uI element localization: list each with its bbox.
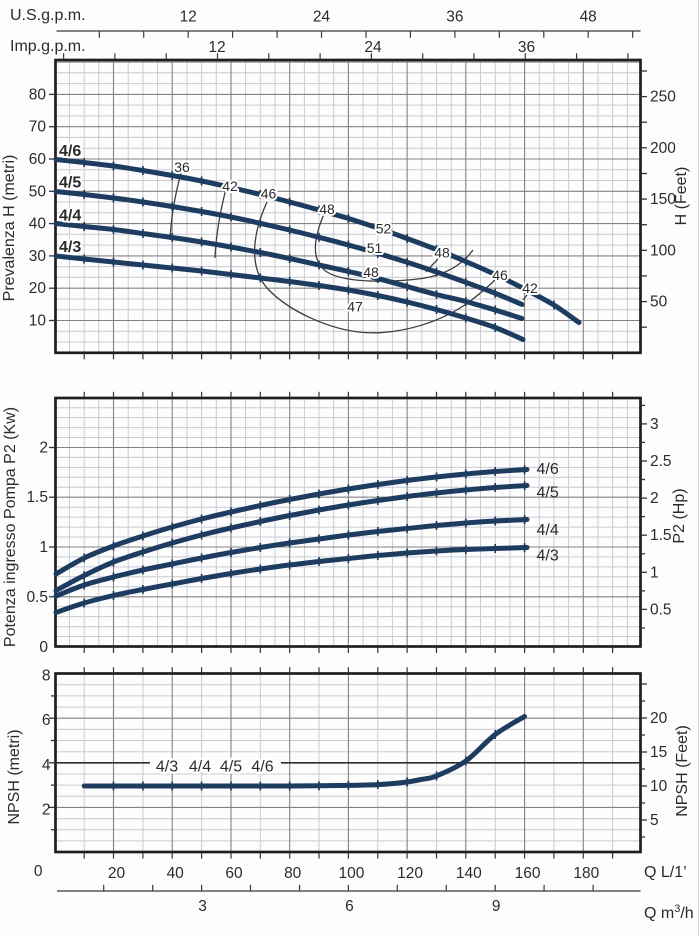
- svg-text:H (Feet): H (Feet): [673, 167, 690, 226]
- svg-text:150: 150: [650, 191, 676, 208]
- svg-text:4/5: 4/5: [59, 175, 81, 192]
- svg-text:1.5: 1.5: [650, 527, 672, 544]
- svg-text:Q L/1’: Q L/1’: [644, 864, 687, 881]
- svg-text:100: 100: [338, 865, 364, 882]
- svg-text:200: 200: [650, 140, 676, 157]
- svg-text:U.S.g.p.m.: U.S.g.p.m.: [10, 7, 86, 24]
- svg-text:36: 36: [518, 39, 535, 56]
- svg-text:4/4: 4/4: [59, 208, 81, 225]
- svg-text:160: 160: [515, 865, 541, 882]
- svg-text:6: 6: [42, 712, 51, 729]
- svg-text:0: 0: [39, 639, 48, 656]
- svg-text:20: 20: [650, 710, 668, 727]
- svg-text:4/5: 4/5: [220, 759, 242, 776]
- svg-text:4/3: 4/3: [156, 759, 178, 776]
- svg-text:250: 250: [650, 89, 676, 106]
- svg-text:60: 60: [29, 151, 47, 168]
- svg-text:0.5: 0.5: [26, 589, 48, 606]
- svg-text:4/4: 4/4: [189, 759, 211, 776]
- svg-text:12: 12: [208, 39, 225, 56]
- svg-text:15: 15: [650, 744, 667, 761]
- svg-text:8: 8: [42, 668, 51, 685]
- svg-text:4/6: 4/6: [537, 461, 559, 478]
- svg-text:2: 2: [39, 440, 48, 457]
- svg-text:3: 3: [198, 898, 207, 915]
- svg-text:4/6: 4/6: [251, 759, 273, 776]
- svg-text:10: 10: [650, 778, 668, 795]
- svg-text:9: 9: [492, 898, 501, 915]
- svg-text:48: 48: [434, 245, 450, 261]
- svg-text:40: 40: [29, 216, 47, 233]
- svg-text:Q m3/h: Q m3/h: [644, 903, 694, 922]
- svg-text:4/6: 4/6: [59, 143, 81, 160]
- svg-text:1.5: 1.5: [26, 489, 48, 506]
- svg-text:47: 47: [347, 299, 363, 315]
- svg-text:6: 6: [345, 898, 354, 915]
- svg-text:2: 2: [42, 801, 51, 818]
- svg-text:3: 3: [650, 416, 659, 433]
- svg-text:24: 24: [364, 39, 382, 56]
- svg-text:48: 48: [319, 201, 335, 217]
- svg-text:Prevalenza H (metri): Prevalenza H (metri): [1, 155, 18, 302]
- svg-text:Potenza ingresso Pompa P2 (Kw): Potenza ingresso Pompa P2 (Kw): [2, 407, 19, 647]
- svg-text:140: 140: [456, 865, 482, 882]
- svg-text:4/3: 4/3: [59, 239, 81, 256]
- svg-text:4/5: 4/5: [537, 485, 559, 502]
- svg-text:20: 20: [108, 865, 126, 882]
- svg-text:70: 70: [29, 119, 47, 136]
- svg-text:80: 80: [284, 865, 302, 882]
- svg-text:42: 42: [222, 178, 238, 194]
- svg-text:60: 60: [225, 865, 243, 882]
- svg-text:12: 12: [180, 9, 197, 26]
- svg-text:4: 4: [42, 757, 51, 774]
- svg-text:46: 46: [492, 267, 508, 283]
- svg-text:4/4: 4/4: [537, 522, 559, 539]
- svg-text:2: 2: [650, 490, 659, 507]
- svg-text:24: 24: [313, 9, 331, 26]
- svg-text:10: 10: [29, 313, 47, 330]
- svg-text:4/3: 4/3: [537, 548, 559, 565]
- svg-text:50: 50: [650, 294, 668, 311]
- svg-text:46: 46: [261, 186, 277, 202]
- svg-text:180: 180: [573, 865, 599, 882]
- svg-text:Imp.g.p.m.: Imp.g.p.m.: [10, 38, 86, 55]
- svg-text:0.5: 0.5: [650, 601, 672, 618]
- svg-text:50: 50: [29, 183, 47, 200]
- svg-text:0: 0: [34, 863, 43, 880]
- svg-text:P2 (Hp): P2 (Hp): [671, 488, 688, 543]
- svg-text:5: 5: [650, 812, 659, 829]
- svg-text:36: 36: [446, 9, 463, 26]
- svg-text:40: 40: [167, 865, 185, 882]
- svg-text:36: 36: [174, 159, 190, 175]
- svg-text:51: 51: [367, 240, 383, 256]
- svg-text:NPSH (Feet): NPSH (Feet): [674, 725, 691, 817]
- svg-text:100: 100: [650, 242, 676, 259]
- svg-text:NPSH (metri): NPSH (metri): [6, 729, 23, 824]
- svg-text:48: 48: [363, 264, 379, 280]
- svg-text:48: 48: [580, 9, 597, 26]
- svg-text:20: 20: [29, 280, 47, 297]
- svg-text:30: 30: [29, 248, 47, 265]
- svg-text:2.5: 2.5: [650, 453, 672, 470]
- svg-text:42: 42: [522, 280, 538, 296]
- svg-text:80: 80: [29, 86, 47, 103]
- svg-text:120: 120: [397, 865, 423, 882]
- svg-text:1: 1: [650, 564, 659, 581]
- svg-text:52: 52: [376, 221, 392, 237]
- svg-text:1: 1: [39, 539, 48, 556]
